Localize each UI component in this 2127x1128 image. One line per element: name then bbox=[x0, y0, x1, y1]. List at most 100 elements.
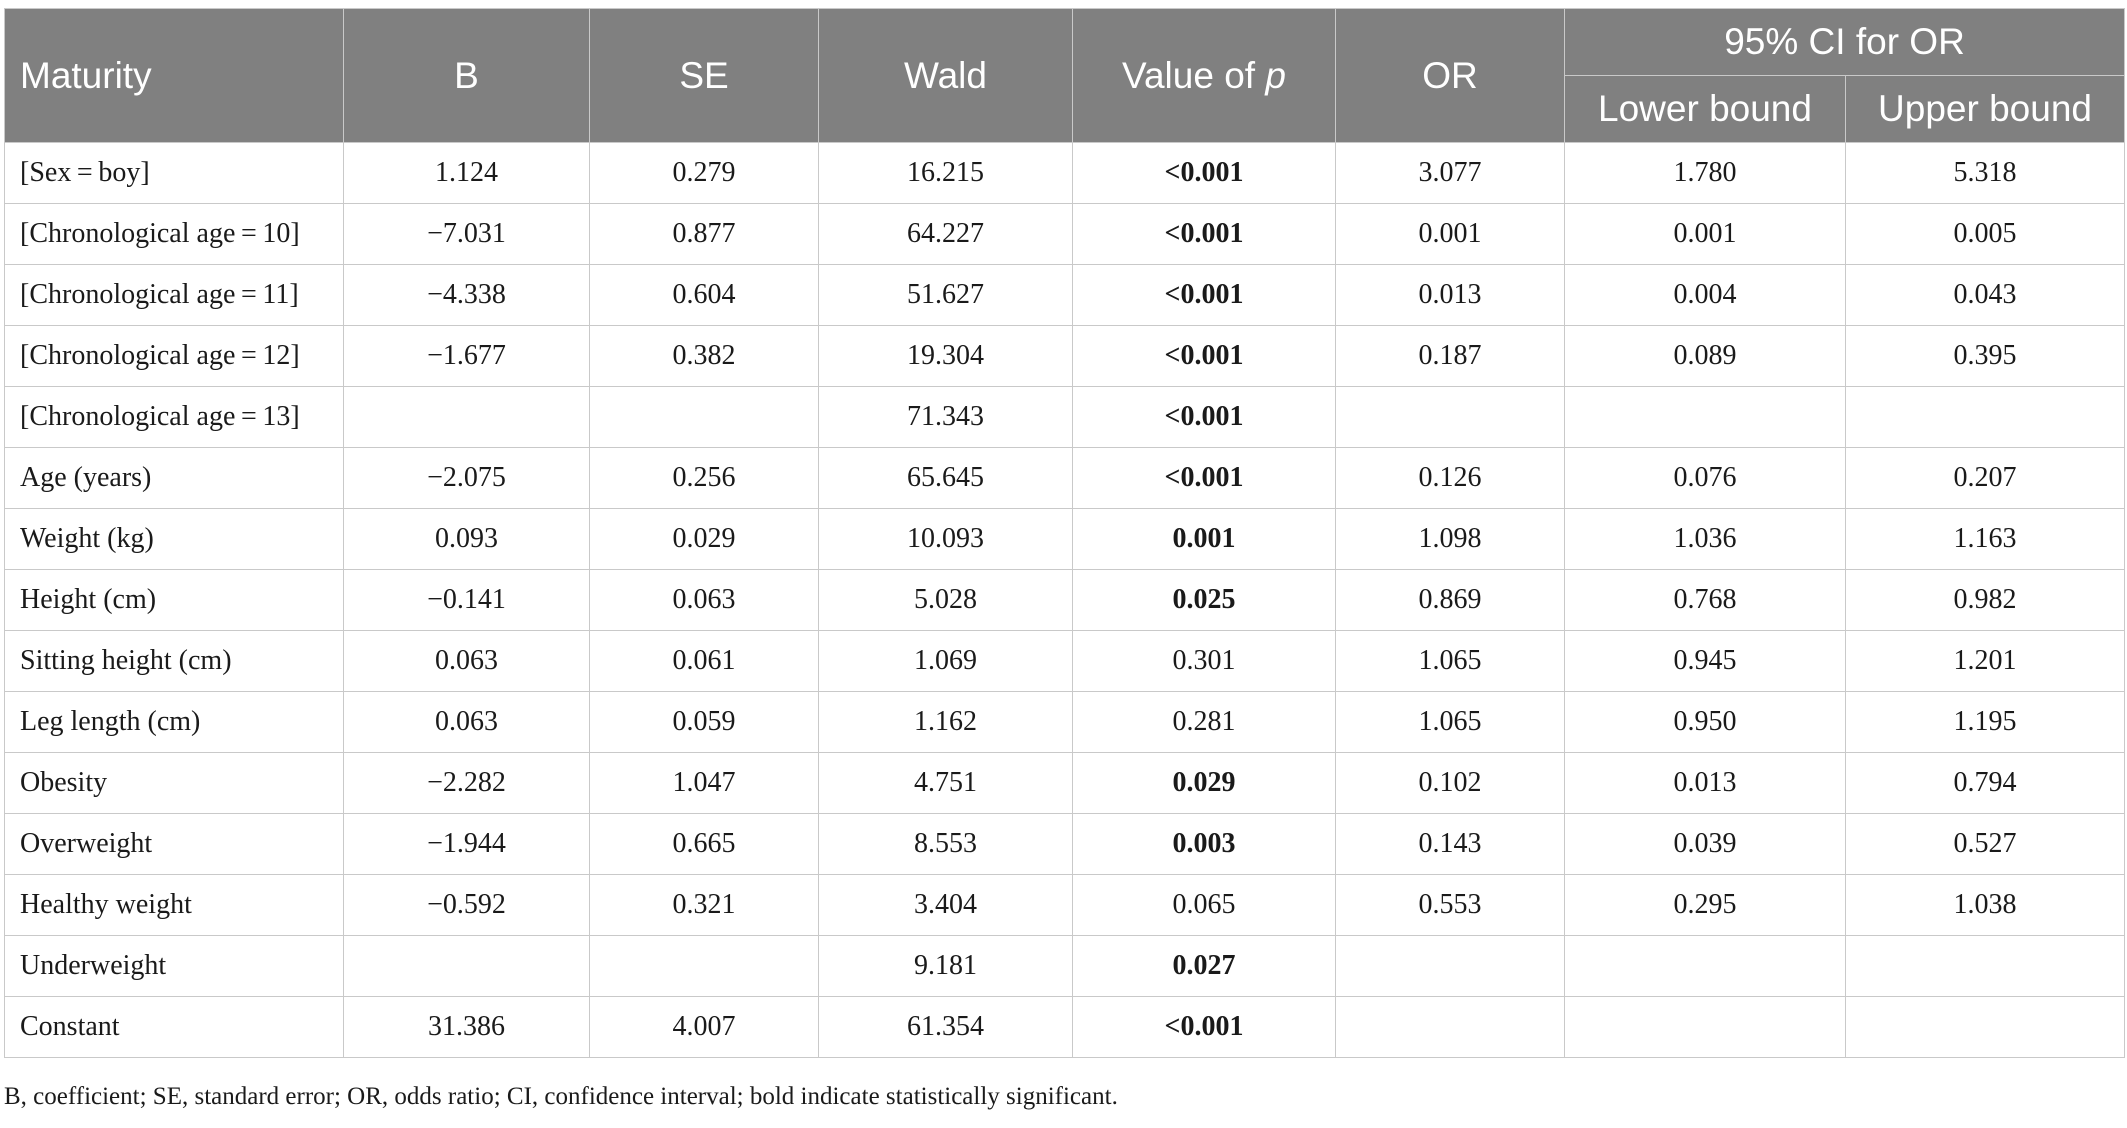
cell-wald: 64.227 bbox=[818, 203, 1073, 265]
cell-wald: 10.093 bbox=[818, 508, 1073, 570]
cell-se: 0.059 bbox=[589, 691, 819, 753]
table-row: Underweight 9.181 0.027 bbox=[4, 935, 2126, 997]
cell-wald: 3.404 bbox=[818, 874, 1073, 936]
cell-variable: Sitting height (cm) bbox=[4, 630, 344, 692]
cell-wald: 71.343 bbox=[818, 386, 1073, 448]
table-row: Healthy weight −0.592 0.321 3.404 0.065 0.553… bbox=[4, 874, 2126, 936]
cell-lower-bound: 0.013 bbox=[1564, 752, 1846, 814]
table-row: Leg length (cm) 0.063 0.059 1.162 0.281 1.065… bbox=[4, 691, 2126, 753]
cell-or bbox=[1335, 935, 1565, 997]
cell-upper-bound: 0.043 bbox=[1844, 264, 2126, 326]
cell-wald: 19.304 bbox=[818, 325, 1073, 387]
cell-upper-bound: 0.395 bbox=[1844, 325, 2126, 387]
cell-lower-bound: 0.004 bbox=[1564, 264, 1846, 326]
cell-b bbox=[343, 386, 590, 448]
cell-b: −0.141 bbox=[343, 569, 590, 631]
cell-upper-bound bbox=[1844, 386, 2126, 448]
cell-value-of-p: <0.001 bbox=[1072, 996, 1336, 1058]
cell-variable: Leg length (cm) bbox=[4, 691, 344, 753]
cell-lower-bound bbox=[1564, 935, 1846, 997]
cell-value-of-p: 0.003 bbox=[1072, 813, 1336, 875]
cell-se bbox=[589, 386, 819, 448]
cell-or: 0.102 bbox=[1335, 752, 1565, 814]
cell-or: 0.001 bbox=[1335, 203, 1565, 265]
cell-or bbox=[1335, 386, 1565, 448]
cell-value-of-p: <0.001 bbox=[1072, 142, 1336, 204]
cell-wald: 5.028 bbox=[818, 569, 1073, 631]
table-row: [Sex = boy] 1.124 0.279 16.215 <0.001 3.077 1.… bbox=[4, 142, 2126, 204]
cell-b: 0.063 bbox=[343, 691, 590, 753]
cell-variable: Healthy weight bbox=[4, 874, 344, 936]
cell-variable: [Chronological age = 13] bbox=[4, 386, 344, 448]
cell-se: 1.047 bbox=[589, 752, 819, 814]
cell-variable: Underweight bbox=[4, 935, 344, 997]
cell-upper-bound: 1.195 bbox=[1844, 691, 2126, 753]
header-se: SE bbox=[589, 8, 819, 143]
cell-se: 0.877 bbox=[589, 203, 819, 265]
cell-se: 0.321 bbox=[589, 874, 819, 936]
cell-upper-bound bbox=[1844, 996, 2126, 1058]
table-row: Age (years) −2.075 0.256 65.645 <0.001 0.126 0… bbox=[4, 447, 2126, 509]
cell-lower-bound bbox=[1564, 996, 1846, 1058]
header-value-of-p: Value of p bbox=[1072, 8, 1336, 143]
cell-lower-bound: 0.039 bbox=[1564, 813, 1846, 875]
cell-upper-bound: 1.201 bbox=[1844, 630, 2126, 692]
cell-lower-bound: 0.089 bbox=[1564, 325, 1846, 387]
cell-variable: [Chronological age = 11] bbox=[4, 264, 344, 326]
header-value-of-p-italic: p bbox=[1265, 54, 1286, 96]
cell-wald: 61.354 bbox=[818, 996, 1073, 1058]
cell-value-of-p: <0.001 bbox=[1072, 264, 1336, 326]
cell-lower-bound: 0.076 bbox=[1564, 447, 1846, 509]
cell-upper-bound: 0.005 bbox=[1844, 203, 2126, 265]
header-value-of-p-prefix: Value of bbox=[1122, 54, 1266, 96]
cell-se: 0.029 bbox=[589, 508, 819, 570]
cell-or: 1.065 bbox=[1335, 630, 1565, 692]
table-row: [Chronological age = 11] −4.338 0.604 51.62… bbox=[4, 264, 2126, 326]
cell-or: 0.553 bbox=[1335, 874, 1565, 936]
cell-wald: 51.627 bbox=[818, 264, 1073, 326]
cell-value-of-p: 0.025 bbox=[1072, 569, 1336, 631]
cell-variable: Obesity bbox=[4, 752, 344, 814]
table-footnote: B, coefficient; SE, standard error; OR, … bbox=[4, 1083, 1118, 1110]
cell-b: −2.282 bbox=[343, 752, 590, 814]
cell-wald: 8.553 bbox=[818, 813, 1073, 875]
cell-or: 0.143 bbox=[1335, 813, 1565, 875]
cell-value-of-p: 0.027 bbox=[1072, 935, 1336, 997]
cell-b bbox=[343, 935, 590, 997]
cell-b: −1.677 bbox=[343, 325, 590, 387]
table-row: Height (cm) −0.141 0.063 5.028 0.025 0.869 0.7… bbox=[4, 569, 2126, 631]
header-ci-group: 95% CI for OR bbox=[1563, 8, 2126, 76]
cell-upper-bound: 1.038 bbox=[1844, 874, 2126, 936]
cell-se: 0.061 bbox=[589, 630, 819, 692]
cell-variable: [Chronological age = 12] bbox=[4, 325, 344, 387]
cell-upper-bound bbox=[1844, 935, 2126, 997]
header-maturity: Maturity bbox=[4, 8, 344, 143]
results-table: Maturity B SE Wald Value of p OR 95% CI … bbox=[4, 8, 2126, 1058]
cell-value-of-p: <0.001 bbox=[1072, 447, 1336, 509]
cell-value-of-p: <0.001 bbox=[1072, 386, 1336, 448]
cell-se: 0.279 bbox=[589, 142, 819, 204]
cell-wald: 1.069 bbox=[818, 630, 1073, 692]
cell-or: 0.126 bbox=[1335, 447, 1565, 509]
cell-b: −7.031 bbox=[343, 203, 590, 265]
cell-wald: 65.645 bbox=[818, 447, 1073, 509]
table-row: Obesity −2.282 1.047 4.751 0.029 0.102 0.013 0.… bbox=[4, 752, 2126, 814]
cell-upper-bound: 0.982 bbox=[1844, 569, 2126, 631]
cell-se: 4.007 bbox=[589, 996, 819, 1058]
cell-b: −1.944 bbox=[343, 813, 590, 875]
cell-se: 0.604 bbox=[589, 264, 819, 326]
header-lower-bound: Lower bound bbox=[1564, 75, 1846, 143]
cell-b: −2.075 bbox=[343, 447, 590, 509]
cell-upper-bound: 1.163 bbox=[1844, 508, 2126, 570]
cell-lower-bound: 1.780 bbox=[1564, 142, 1846, 204]
cell-variable: Weight (kg) bbox=[4, 508, 344, 570]
cell-wald: 1.162 bbox=[818, 691, 1073, 753]
table-row: Constant 31.386 4.007 61.354 <0.001 bbox=[4, 996, 2126, 1058]
cell-lower-bound: 0.768 bbox=[1564, 569, 1846, 631]
cell-value-of-p: 0.065 bbox=[1072, 874, 1336, 936]
cell-b: 0.063 bbox=[343, 630, 590, 692]
cell-se: 0.063 bbox=[589, 569, 819, 631]
table-row: [Chronological age = 13] 71.343 <0.001 bbox=[4, 386, 2126, 448]
cell-se: 0.382 bbox=[589, 325, 819, 387]
header-wald: Wald bbox=[818, 8, 1073, 143]
